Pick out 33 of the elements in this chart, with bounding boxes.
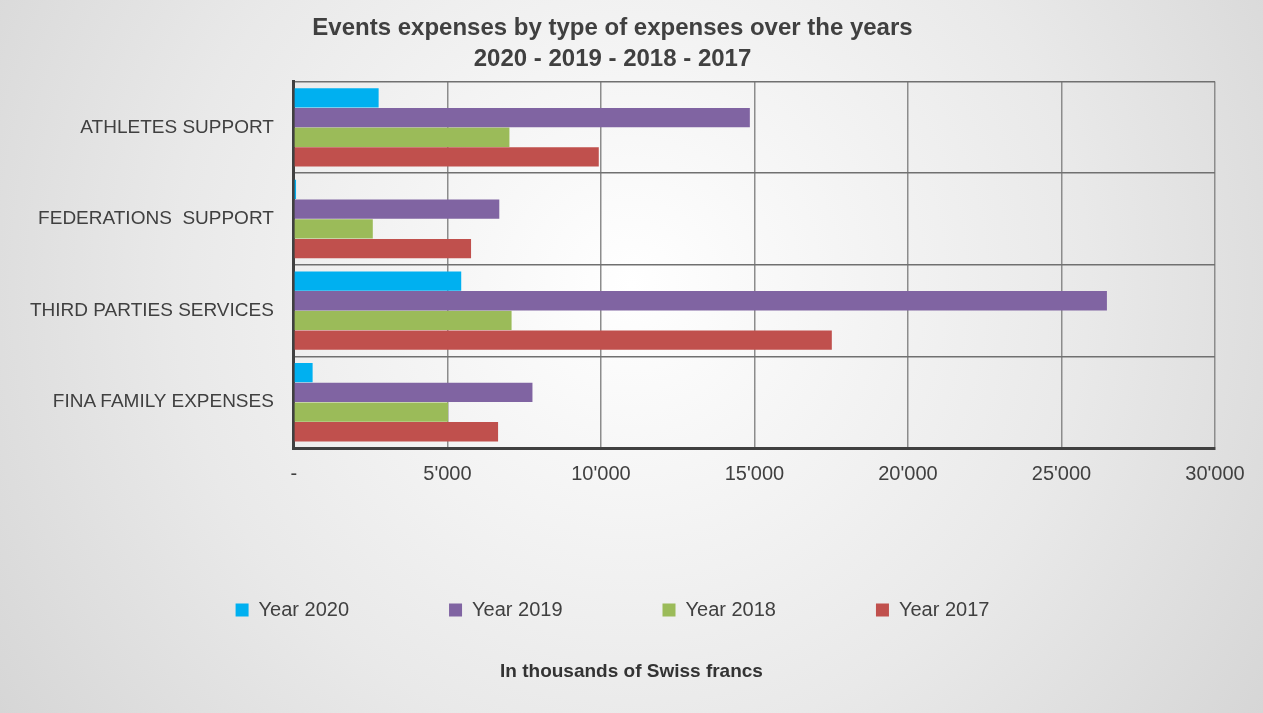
bar (294, 199, 500, 219)
bar (294, 219, 373, 239)
y-tick-label: FINA FAMILY EXPENSES (52, 390, 274, 412)
x-tick-label: 5'000 (423, 461, 472, 484)
x-tick-label: 30'000 (1185, 461, 1245, 484)
bar (294, 422, 499, 442)
bar (294, 147, 599, 167)
bar (294, 271, 462, 291)
legend-label: Year 2019 (472, 597, 563, 620)
x-tick-label: 25'000 (1031, 461, 1092, 484)
bar (294, 310, 512, 331)
bar (294, 382, 533, 402)
bar (294, 88, 379, 108)
x-tick-label: 20'000 (878, 461, 938, 484)
bar (294, 127, 510, 147)
legend-label: Year 2017 (898, 597, 990, 620)
bar (294, 330, 832, 350)
bar (294, 363, 313, 383)
bar (294, 402, 449, 422)
legend-label: Year 2018 (685, 597, 776, 620)
chart-title: Events expenses by type of expenses over the years (312, 13, 913, 41)
bar (294, 107, 750, 128)
x-tick-label: 15'000 (724, 461, 785, 484)
y-tick-label: FEDERATIONS SUPPORT (38, 207, 275, 229)
chart-subtitle: 2020 - 2019 - 2018 - 2017 (473, 43, 752, 71)
x-tick-label: 10'000 (571, 461, 631, 484)
legend-label: Year 2020 (258, 597, 350, 620)
x-tick-label: - (290, 461, 298, 484)
bar (294, 291, 1107, 311)
y-tick-label: ATHLETES SUPPORT (80, 115, 275, 137)
bar (294, 238, 472, 259)
y-tick-label: THIRD PARTIES SERVICES (29, 298, 274, 320)
text: In thousands of Swiss francs (499, 660, 764, 682)
